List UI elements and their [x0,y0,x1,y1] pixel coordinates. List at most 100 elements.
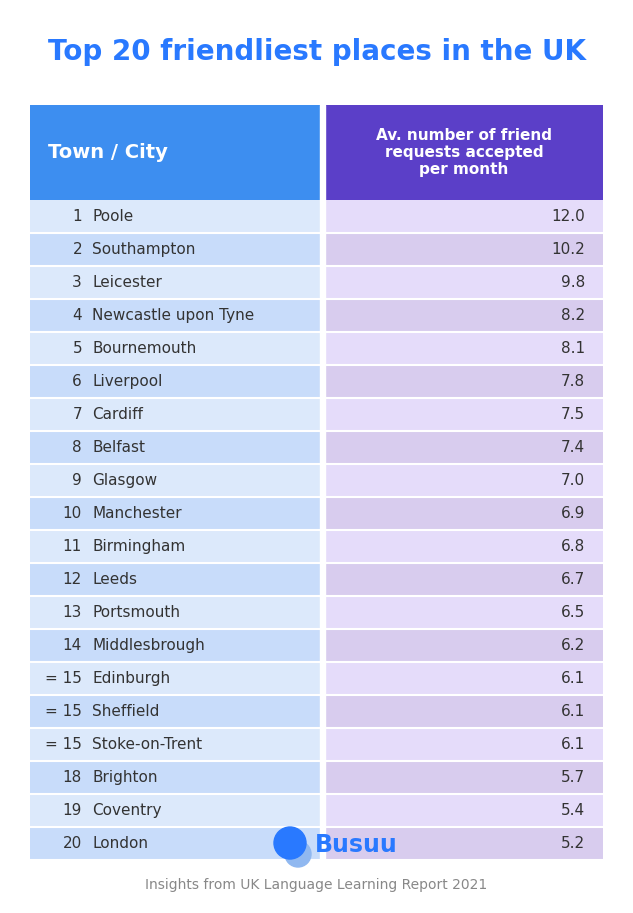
FancyBboxPatch shape [325,233,603,266]
Text: 4: 4 [72,308,82,323]
Text: 6.8: 6.8 [561,539,585,554]
FancyBboxPatch shape [325,332,603,365]
FancyBboxPatch shape [30,629,320,662]
FancyBboxPatch shape [30,266,320,299]
Text: Bournemouth: Bournemouth [92,341,196,356]
Text: 18: 18 [63,770,82,785]
FancyBboxPatch shape [30,662,320,695]
Text: Portsmouth: Portsmouth [92,605,180,620]
Text: Manchester: Manchester [92,506,182,521]
Text: Town / City: Town / City [48,143,168,162]
Text: 6.1: 6.1 [561,704,585,719]
Text: 8: 8 [72,440,82,455]
FancyBboxPatch shape [325,794,603,827]
Text: Stoke-on-Trent: Stoke-on-Trent [92,737,202,752]
Text: 7.8: 7.8 [561,374,585,389]
Text: 8.1: 8.1 [561,341,585,356]
Text: Leeds: Leeds [92,572,137,587]
FancyBboxPatch shape [30,497,320,530]
FancyBboxPatch shape [325,662,603,695]
Text: Brighton: Brighton [92,770,158,785]
FancyBboxPatch shape [30,464,320,497]
Text: 1: 1 [72,209,82,224]
FancyBboxPatch shape [325,596,603,629]
FancyBboxPatch shape [30,365,320,398]
Circle shape [285,841,311,867]
Text: Glasgow: Glasgow [92,473,157,488]
Text: 6.1: 6.1 [561,671,585,686]
Text: = 15: = 15 [45,737,82,752]
Text: 6.5: 6.5 [561,605,585,620]
Text: 2: 2 [72,242,82,257]
Text: 5.2: 5.2 [561,836,585,851]
Text: Poole: Poole [92,209,134,224]
Text: Edinburgh: Edinburgh [92,671,170,686]
Text: 6.1: 6.1 [561,737,585,752]
Text: Top 20 friendliest places in the UK: Top 20 friendliest places in the UK [47,38,586,66]
Text: 7.0: 7.0 [561,473,585,488]
FancyBboxPatch shape [325,365,603,398]
Text: Liverpool: Liverpool [92,374,163,389]
FancyBboxPatch shape [325,266,603,299]
Text: Leicester: Leicester [92,275,162,290]
FancyBboxPatch shape [325,563,603,596]
Text: 7.5: 7.5 [561,407,585,422]
FancyBboxPatch shape [30,728,320,761]
FancyBboxPatch shape [325,827,603,860]
FancyBboxPatch shape [30,105,320,200]
Text: Sheffield: Sheffield [92,704,160,719]
Circle shape [274,827,306,859]
FancyBboxPatch shape [325,629,603,662]
Text: Insights from UK Language Learning Report 2021: Insights from UK Language Learning Repor… [146,878,487,892]
Text: 3: 3 [72,275,82,290]
Text: Middlesbrough: Middlesbrough [92,638,204,653]
Text: 6.7: 6.7 [561,572,585,587]
FancyBboxPatch shape [325,398,603,431]
Text: 5.7: 5.7 [561,770,585,785]
FancyBboxPatch shape [30,695,320,728]
FancyBboxPatch shape [325,464,603,497]
Text: 9: 9 [72,473,82,488]
Text: 5: 5 [72,341,82,356]
Text: Av. number of friend
requests accepted
per month: Av. number of friend requests accepted p… [376,128,552,177]
FancyBboxPatch shape [325,105,603,200]
FancyBboxPatch shape [325,761,603,794]
FancyBboxPatch shape [30,332,320,365]
FancyBboxPatch shape [325,200,603,233]
Text: 5.4: 5.4 [561,803,585,818]
Text: Southampton: Southampton [92,242,196,257]
Text: 9.8: 9.8 [561,275,585,290]
Text: = 15: = 15 [45,704,82,719]
Text: 6.9: 6.9 [561,506,585,521]
Text: Birmingham: Birmingham [92,539,185,554]
FancyBboxPatch shape [325,695,603,728]
FancyBboxPatch shape [325,431,603,464]
Text: 6.2: 6.2 [561,638,585,653]
FancyBboxPatch shape [30,761,320,794]
FancyBboxPatch shape [325,728,603,761]
Text: Newcastle upon Tyne: Newcastle upon Tyne [92,308,254,323]
Text: = 15: = 15 [45,671,82,686]
FancyBboxPatch shape [30,827,320,860]
FancyBboxPatch shape [325,299,603,332]
Text: 20: 20 [63,836,82,851]
Text: 7: 7 [72,407,82,422]
FancyBboxPatch shape [30,299,320,332]
Text: 8.2: 8.2 [561,308,585,323]
Text: 7.4: 7.4 [561,440,585,455]
Text: 11: 11 [63,539,82,554]
FancyBboxPatch shape [30,563,320,596]
Text: 12.0: 12.0 [551,209,585,224]
Text: Cardiff: Cardiff [92,407,143,422]
FancyBboxPatch shape [325,530,603,563]
Text: 14: 14 [63,638,82,653]
Text: Busuu: Busuu [315,833,398,857]
Text: 10: 10 [63,506,82,521]
FancyBboxPatch shape [30,200,320,233]
FancyBboxPatch shape [325,497,603,530]
Text: 6: 6 [72,374,82,389]
FancyBboxPatch shape [30,233,320,266]
Text: London: London [92,836,148,851]
Text: 12: 12 [63,572,82,587]
FancyBboxPatch shape [30,398,320,431]
